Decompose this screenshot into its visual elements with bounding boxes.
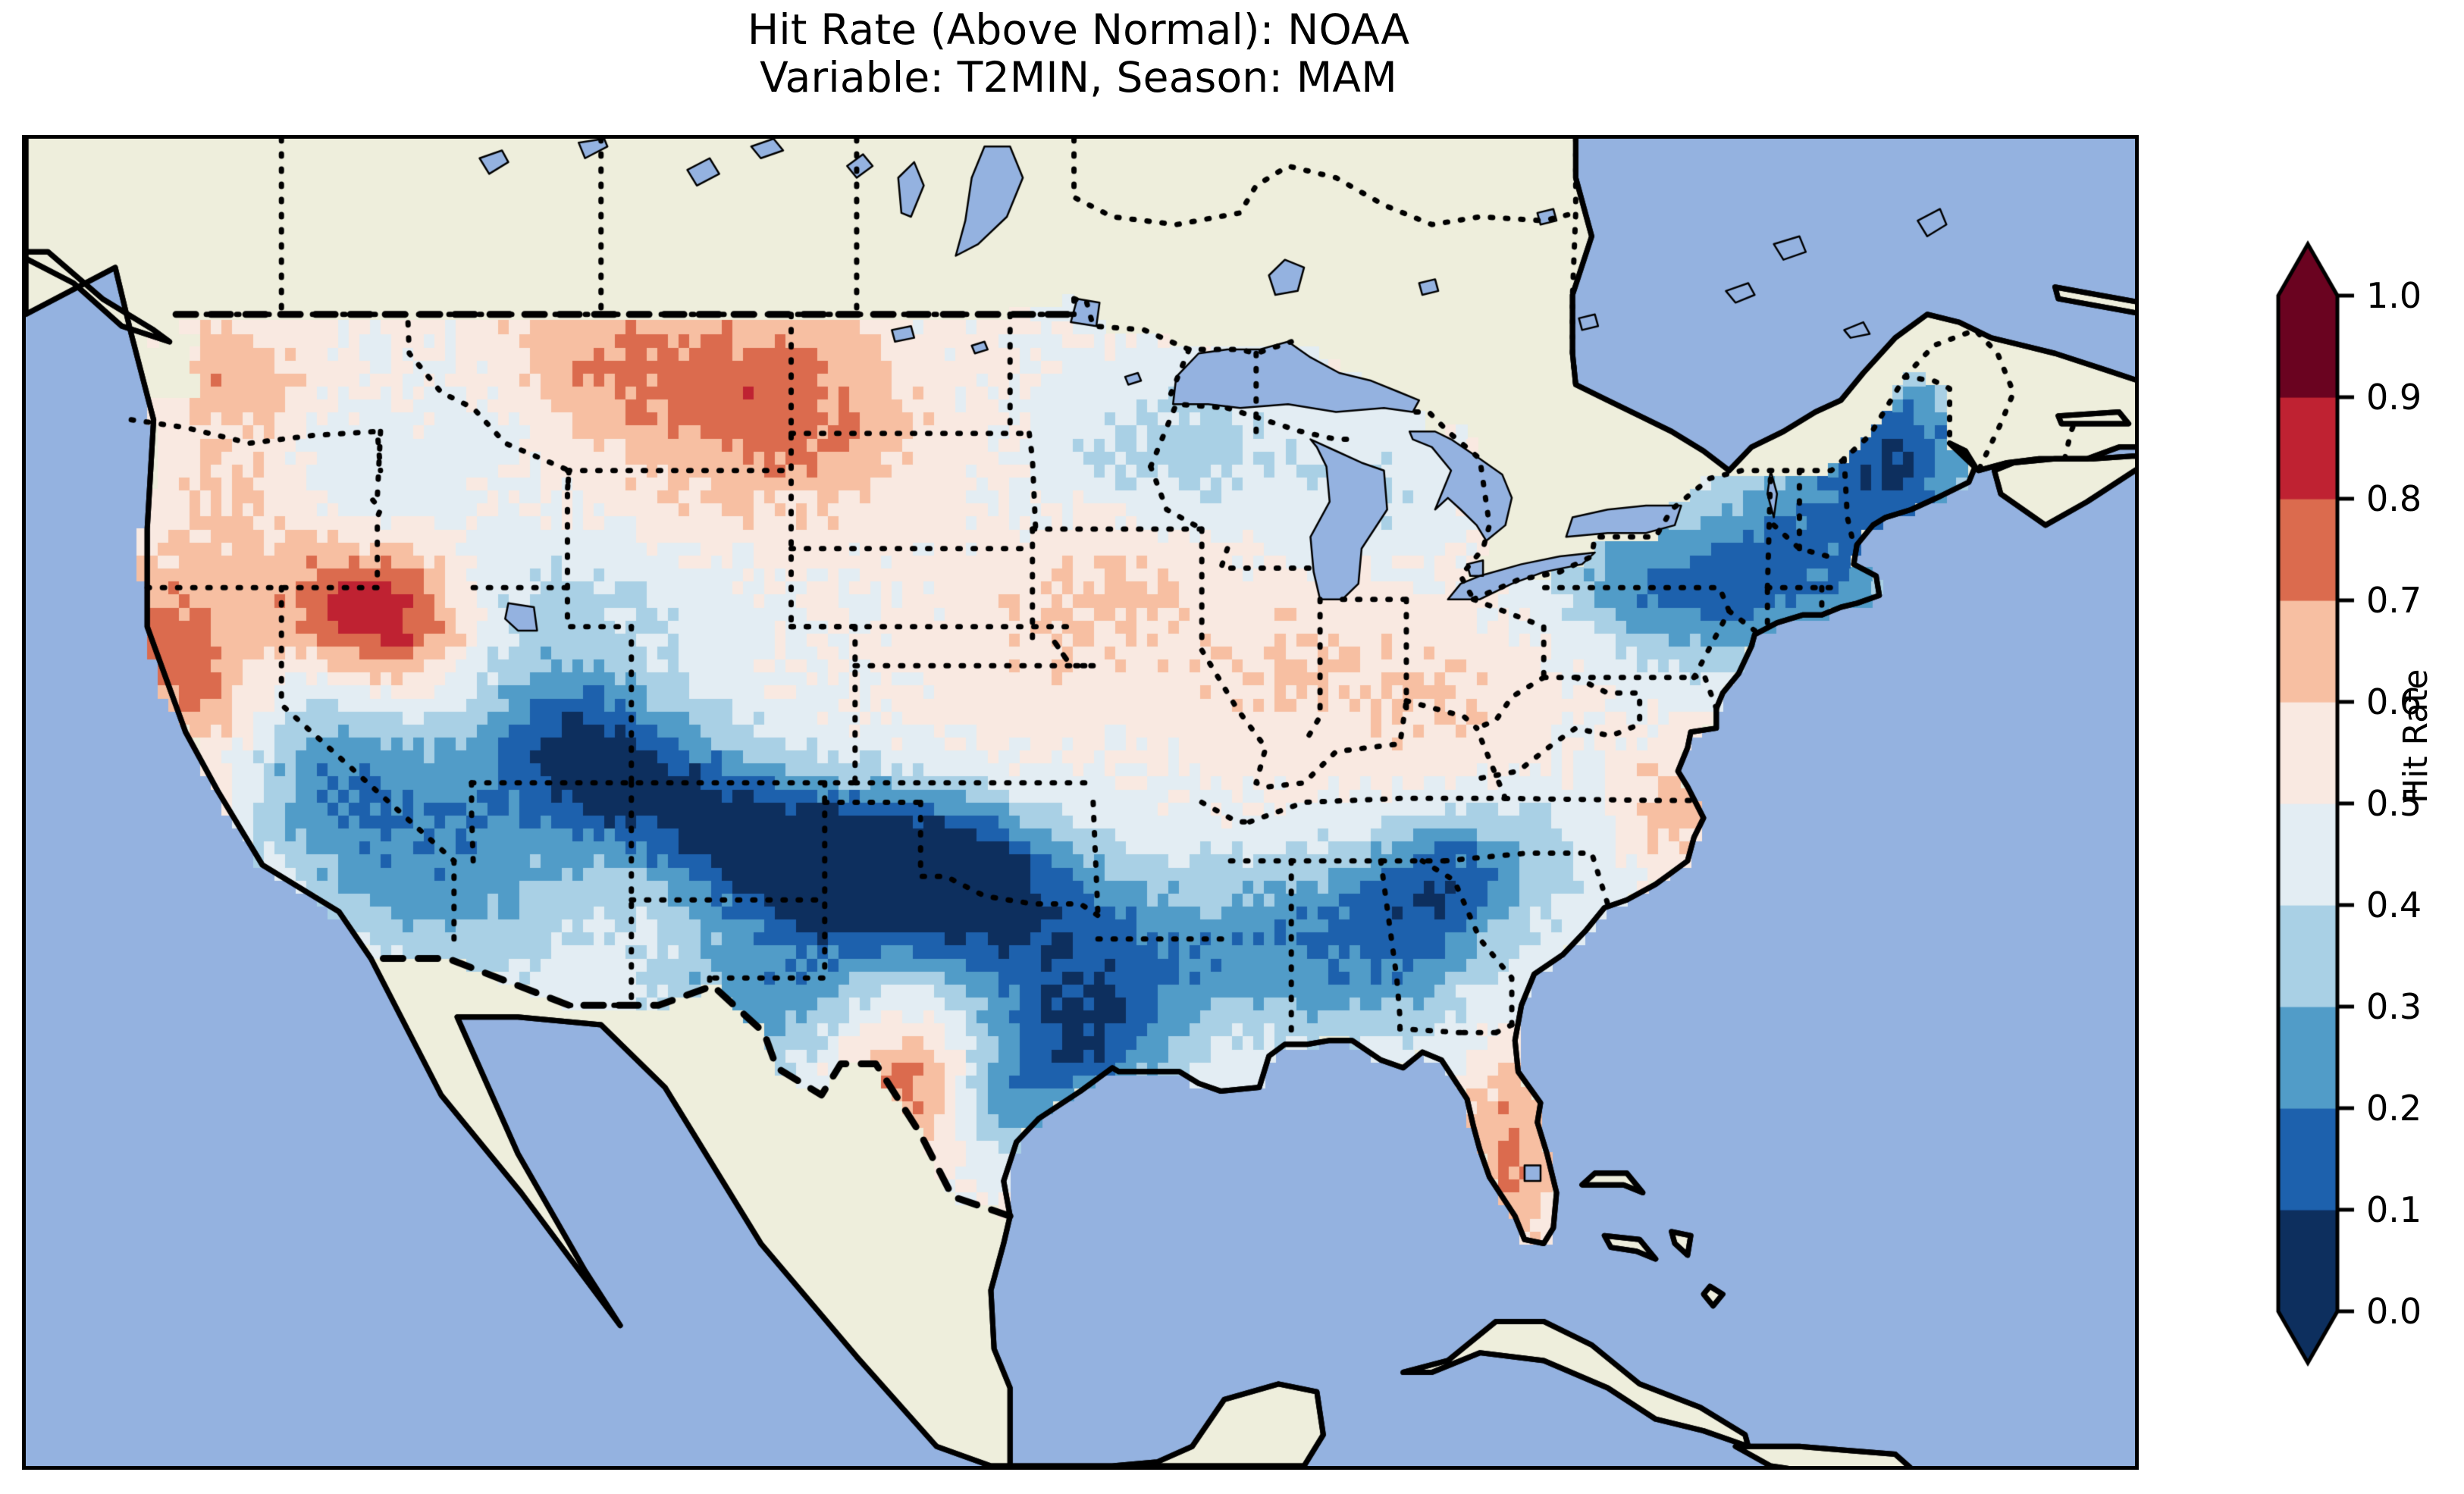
colorbar-tick-label: 0.5: [2366, 783, 2422, 824]
colorbar-tick-label: 0.4: [2366, 885, 2422, 926]
colorbar-tick-label: 0.7: [2366, 580, 2422, 621]
colorbar-tick-label: 0.6: [2366, 681, 2422, 722]
map-axes: [22, 135, 2139, 1470]
colorbar: Hit Rate 1.0 0.9 0.8 0.7 0.6 0.5 0.4 0.3 0.2 0.1 0…: [2248, 227, 2460, 1380]
title-line-1: Hit Rate (Above Normal): NOAA: [747, 5, 1410, 54]
colorbar-tick-label: 1.0: [2366, 275, 2422, 316]
page-title: Hit Rate (Above Normal): NOAA Variable: …: [0, 6, 2157, 101]
colorbar-tick-label: 0.2: [2366, 1088, 2422, 1129]
colorbar-tick-label: 0.8: [2366, 478, 2422, 519]
colorbar-tick-label: 0.0: [2366, 1291, 2422, 1332]
map-heatmap-canvas: [26, 139, 2135, 1466]
colorbar-swatches: [2248, 227, 2460, 1380]
title-line-2: Variable: T2MIN, Season: MAM: [760, 52, 1397, 102]
colorbar-tick-label: 0.9: [2366, 377, 2422, 418]
colorbar-tick-label: 0.1: [2366, 1189, 2422, 1230]
colorbar-tick-label: 0.3: [2366, 986, 2422, 1027]
